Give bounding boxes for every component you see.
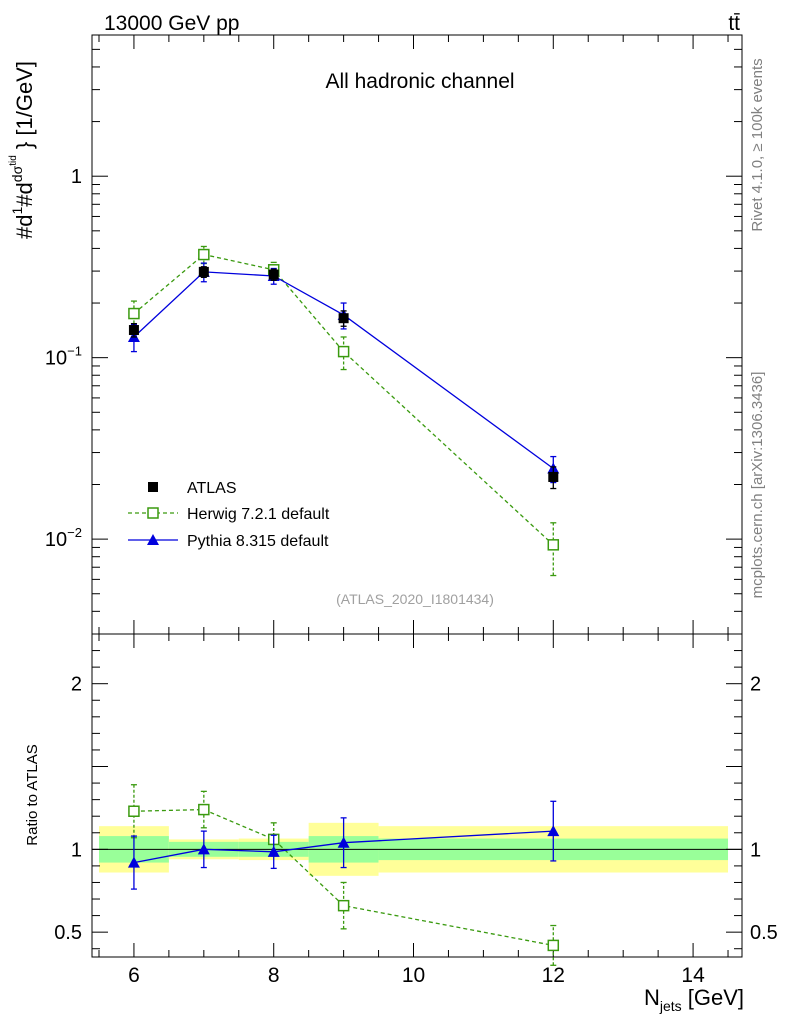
ratio-y-tick-label: 1 xyxy=(71,839,82,861)
ratio-y-tick-label-right: 0.5 xyxy=(750,922,778,944)
ratio-y-tick-label: 0.5 xyxy=(54,922,82,944)
main-herwig-point xyxy=(128,307,140,320)
ratio-pythia-point xyxy=(337,836,350,848)
side-label-rivet: Rivet 4.1.0, ≥ 100k events xyxy=(749,58,766,231)
main-atlas-point xyxy=(338,313,349,324)
main-atlas-point xyxy=(128,325,139,336)
ratio-herwig-point xyxy=(547,939,560,952)
legend-label: Herwig 7.2.1 default xyxy=(187,506,330,523)
legend-marker xyxy=(147,534,159,545)
main-herwig-line xyxy=(133,253,554,546)
ratio-plot-frame xyxy=(91,633,743,958)
x-axis-label: Njets [GeV] xyxy=(644,985,744,1014)
x-tick-label: 6 xyxy=(128,964,140,987)
main-herwig-point xyxy=(337,345,350,358)
ratio-pythia-point xyxy=(197,843,210,855)
main-y-tick-label: 10−1 xyxy=(45,344,82,370)
ratio-herwig-point xyxy=(198,803,210,816)
ratio-herwig-point xyxy=(337,899,350,912)
ratio-y-tick-label-right: 2 xyxy=(750,674,761,696)
ratio-y-axis-label: Ratio to ATLAS xyxy=(24,744,41,845)
ratio-y-tick-label-right: 1 xyxy=(750,839,761,861)
main-y-tick-label: 10−2 xyxy=(45,525,82,551)
main-atlas-point xyxy=(548,471,559,482)
channel-label: All hadronic channel xyxy=(325,70,514,93)
x-tick-label: 10 xyxy=(402,964,425,987)
x-tick-label: 12 xyxy=(542,964,565,987)
legend-label: Pythia 8.315 default xyxy=(187,533,329,550)
main-herwig-point xyxy=(198,248,210,261)
main-atlas-point xyxy=(268,269,279,280)
process-label: tt̄ xyxy=(728,12,740,35)
svg-text:#d1#ddσtid } [1/GeV]: #d1#ddσtid } [1/GeV] xyxy=(8,61,37,239)
legend-marker xyxy=(147,507,159,519)
main-herwig-point xyxy=(547,539,560,551)
x-tick-label: 8 xyxy=(268,964,280,987)
energy-label: 13000 GeV pp xyxy=(104,12,239,35)
x-tick-label: 14 xyxy=(681,964,705,987)
main-y-axis-label: #d1#ddσtid } [1/GeV] xyxy=(8,61,37,239)
legend-label: ATLAS xyxy=(187,480,237,497)
legend-marker xyxy=(148,482,158,492)
main-y-tick-label: 1 xyxy=(71,166,82,188)
ratio-pythia-point xyxy=(547,825,560,837)
analysis-id-label: (ATLAS_2020_I1801434) xyxy=(336,591,494,607)
main-atlas-point xyxy=(198,266,209,277)
ratio-pythia-point xyxy=(267,845,280,857)
ratio-y-tick-label: 2 xyxy=(71,674,82,696)
ratio-herwig-point xyxy=(128,805,140,817)
side-label-mcplots: mcplots.cern.ch [arXiv:1306.3436] xyxy=(749,372,766,599)
ratio-pythia-point xyxy=(127,856,140,868)
